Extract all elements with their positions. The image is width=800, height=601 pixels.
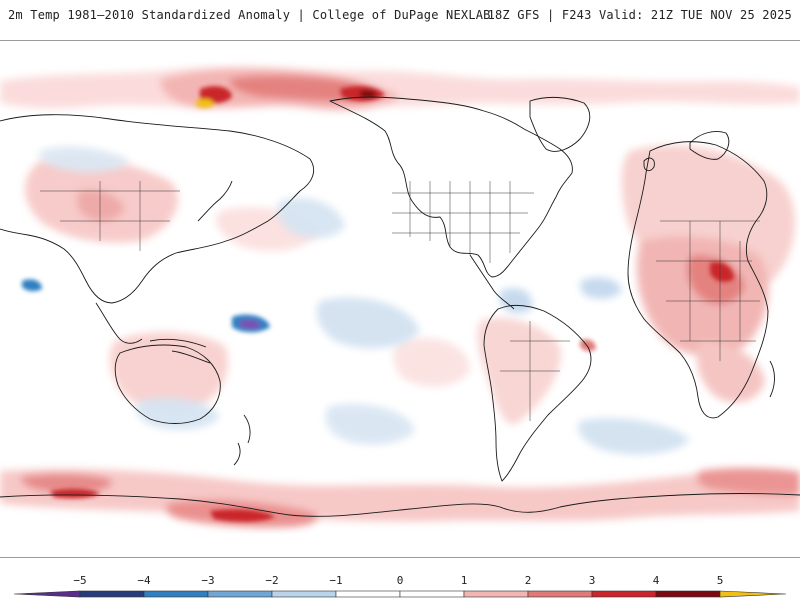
- colorbar-tick-label: 2: [525, 574, 532, 587]
- colorbar-tick-label: 5: [717, 574, 724, 587]
- colorbar-segment: [527, 590, 593, 598]
- cool-anomaly-shading: [38, 146, 690, 455]
- colorbar-segment: [655, 590, 721, 598]
- colorbar-legend: −5 −4 −3 −2 −1 0 1 2 3 4 5: [0, 557, 800, 601]
- map-title: 2m Temp 1981–2010 Standardized Anomaly |…: [8, 8, 491, 22]
- colorbar-segment: [335, 590, 401, 598]
- coastlines: [0, 96, 800, 517]
- colorbar-segment: [207, 590, 273, 598]
- political-borders: [40, 181, 760, 421]
- colorbar-tick-label: 1: [461, 574, 468, 587]
- colorbar-segment: [79, 590, 145, 598]
- colorbar-segment: [13, 590, 81, 598]
- colorbar-segment: [399, 590, 465, 598]
- colorbar-tick-label: −2: [265, 574, 278, 587]
- colorbar-segment: [463, 590, 529, 598]
- colorbar-segment: [271, 590, 337, 598]
- colorbar-segment: [591, 590, 657, 598]
- colorbar-tick-label: −3: [201, 574, 214, 587]
- anomaly-map: [0, 41, 800, 557]
- colorbar-tick-label: 3: [589, 574, 596, 587]
- colorbar-tick-label: −1: [329, 574, 342, 587]
- colorbar-segment: [719, 590, 787, 598]
- header-bar: 2m Temp 1981–2010 Standardized Anomaly |…: [0, 0, 800, 41]
- model-run-info: 18Z GFS | F243 Valid: 21Z TUE NOV 25 202…: [487, 8, 792, 22]
- colorbar: −5 −4 −3 −2 −1 0 1 2 3 4 5: [13, 574, 787, 598]
- colorbar-tick-label: 0: [397, 574, 404, 587]
- anomaly-shading: [0, 66, 800, 528]
- colorbar-tick-label: −4: [137, 574, 151, 587]
- colorbar-tick-label: −5: [73, 574, 86, 587]
- colorbar-tick-label: 4: [653, 574, 660, 587]
- map-canvas: [0, 41, 800, 557]
- colorbar-segment: [143, 590, 209, 598]
